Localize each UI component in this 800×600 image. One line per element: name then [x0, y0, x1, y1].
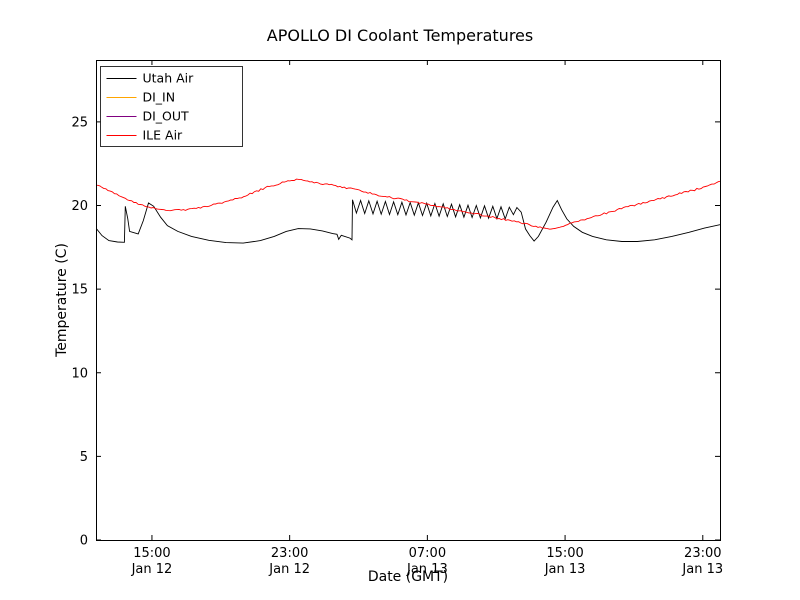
ticks: [96, 60, 720, 541]
legend: Utah Air DI_IN DI_OUT ILE Air: [100, 66, 243, 147]
legend-entry-di-out: DI_OUT: [106, 109, 190, 124]
x-tick-label: 23:00: [271, 546, 308, 561]
x-tick-sublabel: Jan 12: [131, 562, 173, 577]
chart-title: APOLLO DI Coolant Temperatures: [266, 26, 534, 45]
series-utah-air: [96, 199, 720, 244]
legend-label-ile-air: ILE Air: [143, 128, 184, 143]
x-tick-label: 23:00: [684, 546, 721, 561]
plot-frame: [96, 60, 721, 541]
x-tick-label: 07:00: [409, 546, 446, 561]
legend-entry-utah-air: Utah Air: [106, 71, 195, 86]
legend-label-utah-air: Utah Air: [143, 71, 195, 86]
x-tick-sublabel: Jan 13: [406, 562, 448, 577]
x-tick-label: 15:00: [133, 546, 170, 561]
x-tick-sublabel: Jan 13: [681, 562, 723, 577]
y-tick-label: 0: [80, 534, 88, 549]
y-tick-label: 5: [80, 450, 88, 465]
y-tick-label: 10: [71, 366, 88, 381]
series-group: [96, 178, 720, 244]
x-tick-sublabel: Jan 12: [268, 562, 310, 577]
legend-label-di-in: DI_IN: [143, 90, 176, 105]
y-tick-label: 25: [71, 115, 88, 130]
legend-entry-ile-air: ILE Air: [106, 128, 184, 143]
legend-entry-di-in: DI_IN: [106, 90, 176, 105]
series-ile-air: [96, 178, 720, 230]
x-axis-label: Date (GMT): [367, 569, 449, 585]
y-tick-label: 15: [71, 283, 88, 298]
legend-label-di-out: DI_OUT: [143, 109, 190, 124]
x-tick-sublabel: Jan 13: [544, 562, 586, 577]
y-axis-label: Temperature (C): [54, 243, 70, 357]
x-tick-label: 15:00: [546, 546, 583, 561]
y-tick-label: 20: [71, 199, 88, 214]
